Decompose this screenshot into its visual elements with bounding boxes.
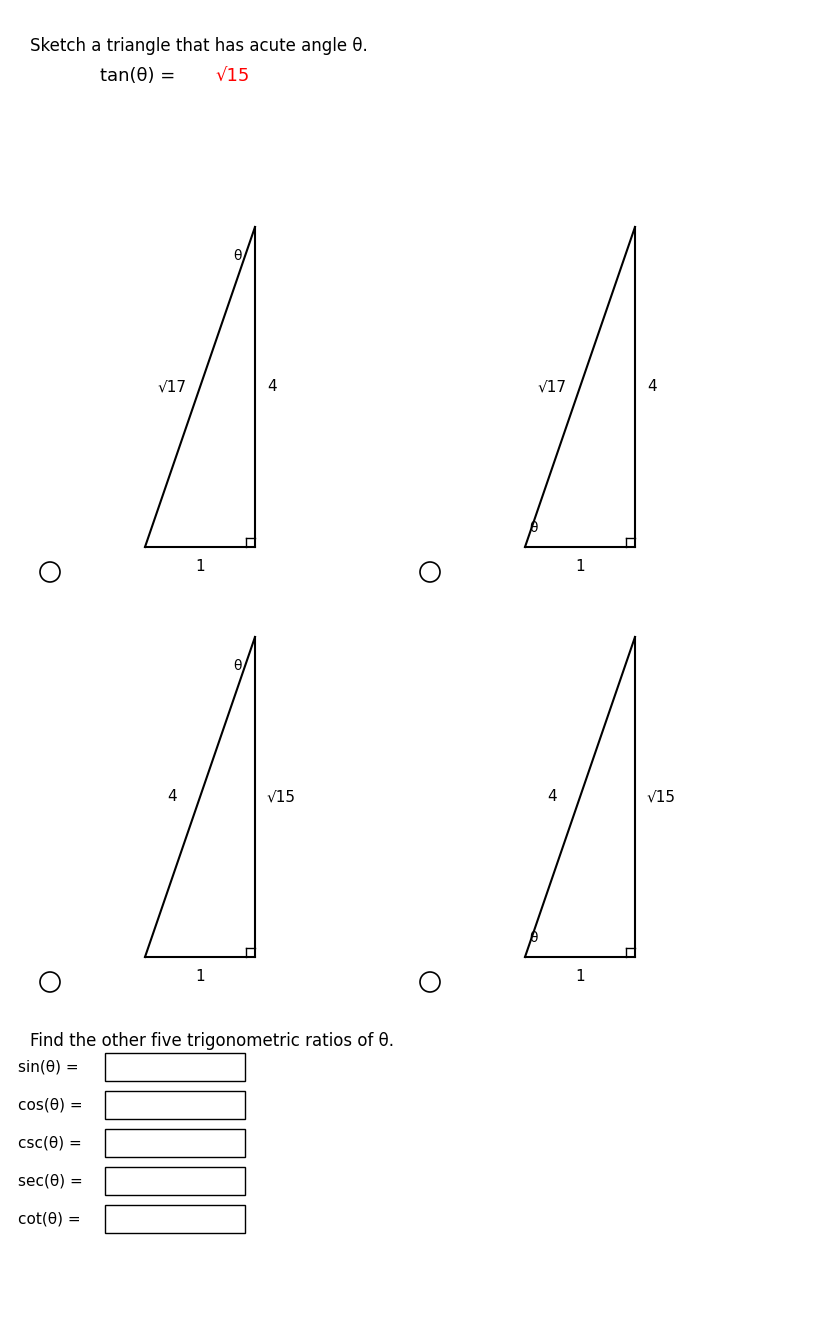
Text: 1: 1 [195, 969, 205, 985]
Text: θ: θ [529, 932, 538, 945]
Text: θ: θ [529, 522, 538, 535]
Text: Sketch a triangle that has acute angle θ.: Sketch a triangle that has acute angle θ… [30, 37, 368, 54]
Text: 1: 1 [575, 969, 585, 985]
Text: sin(θ) =: sin(θ) = [18, 1059, 79, 1075]
Text: √15: √15 [647, 790, 676, 804]
Text: θ: θ [233, 249, 242, 263]
Text: sec(θ) =: sec(θ) = [18, 1173, 83, 1189]
Bar [105, 1129, 245, 1157]
Bar [105, 1054, 245, 1082]
Text: cot(θ) =: cot(θ) = [18, 1212, 81, 1226]
Text: 4: 4 [267, 380, 276, 394]
Text: 1: 1 [195, 559, 205, 575]
Text: √17: √17 [538, 380, 566, 394]
Text: 1: 1 [575, 559, 585, 575]
Bar [105, 1166, 245, 1196]
Text: 4: 4 [647, 380, 657, 394]
Text: tan(θ) =: tan(θ) = [100, 66, 181, 85]
Text: Find the other five trigonometric ratios of θ.: Find the other five trigonometric ratios… [30, 1032, 394, 1050]
Text: √15: √15 [215, 66, 249, 85]
Text: 4: 4 [547, 790, 557, 804]
Bar [105, 1205, 245, 1233]
Text: √17: √17 [158, 380, 186, 394]
Bar [105, 1091, 245, 1119]
Text: 4: 4 [167, 790, 176, 804]
Text: √15: √15 [267, 790, 296, 804]
Text: cos(θ) =: cos(θ) = [18, 1097, 82, 1112]
Text: csc(θ) =: csc(θ) = [18, 1136, 81, 1151]
Text: θ: θ [233, 660, 242, 673]
